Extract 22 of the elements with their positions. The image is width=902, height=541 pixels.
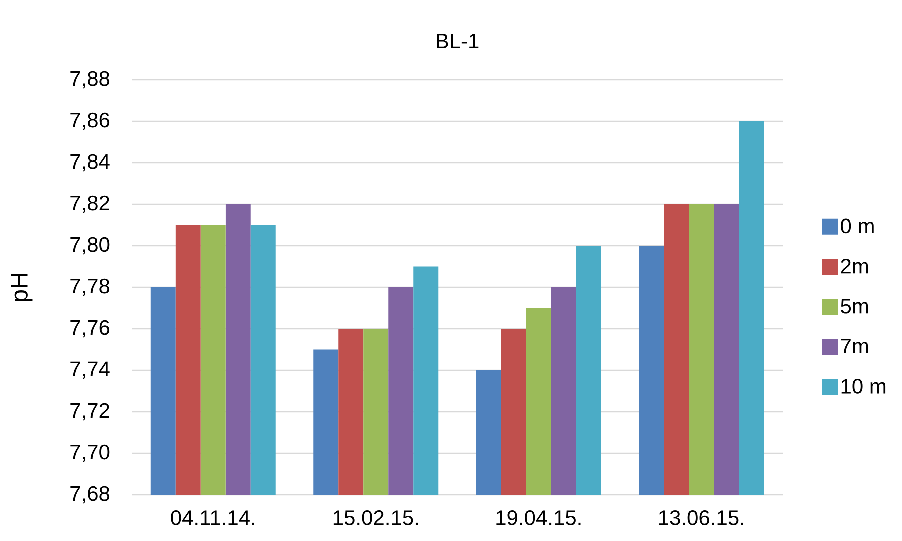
y-axis-title: pH	[11, 274, 33, 302]
y-tick-label: 7,86	[70, 112, 110, 130]
legend-label: 7m	[841, 339, 868, 354]
y-tick-label: 7,84	[70, 154, 110, 172]
y-tick-label: 7,78	[70, 278, 110, 296]
x-tick-label: 15.02.15.	[334, 510, 418, 526]
y-tick-label: 7,70	[70, 444, 110, 462]
y-tick-label: 7,74	[70, 362, 110, 380]
legend-label: 2m	[841, 258, 868, 274]
y-tick-label: 7,68	[70, 486, 110, 504]
x-tick-label: 19.04.15.	[496, 510, 581, 526]
legend-label: 10 m	[842, 379, 886, 394]
y-tick-label: 7,80	[70, 237, 110, 255]
x-tick-label: 13.06.15.	[659, 510, 744, 526]
y-tick-label: 7,72	[70, 403, 110, 421]
y-tick-label: 7,82	[70, 196, 110, 214]
x-tick-label: 04.11.14.	[171, 510, 254, 526]
chart-title: BL-1	[437, 34, 479, 48]
legend-label: 5m	[841, 299, 868, 314]
legend-label: 0 m	[841, 218, 874, 234]
y-tick-label: 7,76	[70, 320, 110, 338]
y-tick-label: 7,88	[70, 71, 110, 89]
